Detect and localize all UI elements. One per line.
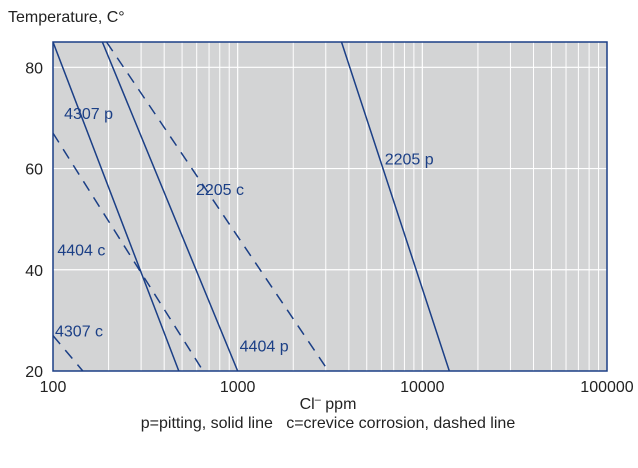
x-axis-title-main: Cl (300, 396, 315, 413)
y-tick-label: 60 (25, 162, 43, 179)
x-axis-title: Cl– ppm (300, 394, 357, 413)
y-tick-label: 40 (25, 263, 43, 280)
series-group (53, 42, 451, 371)
plot-background (53, 42, 607, 371)
y-tick-label: 80 (25, 60, 43, 77)
x-axis-title-superscript: – (315, 394, 322, 406)
x-tick-label: 100 (40, 379, 67, 396)
annotation-4404-c: 4404 c (57, 243, 105, 260)
plot-area (53, 42, 607, 371)
series-line-4307-c (53, 335, 84, 371)
grid (53, 42, 607, 371)
x-tick-label: 100000 (580, 379, 633, 396)
series-line-4404-c (53, 132, 204, 371)
y-axis-ticks: 20 40 60 80 (25, 60, 43, 381)
annotation-4307-p: 4307 p (64, 106, 113, 123)
chart-caption: p=pitting, solid line c=crevice corrosio… (141, 415, 516, 432)
y-axis-title: Temperature, C° (8, 9, 125, 26)
annotation-2205-c: 2205 c (196, 182, 244, 199)
series-line-4307-p (53, 42, 180, 371)
x-tick-label: 1000 (220, 379, 256, 396)
series-line-2205-c (105, 42, 330, 371)
y-tick-label: 20 (25, 364, 43, 381)
series-line-2205-p (340, 42, 451, 371)
annotation-4404-p: 4404 p (240, 339, 289, 356)
annotation-2205-p: 2205 p (385, 151, 434, 168)
annotations: 4307 p 2205 c 2205 p 4404 c 4307 c 4404 p (55, 106, 434, 356)
plot-frame (52, 41, 608, 372)
x-axis-ticks: 100 1000 10000 100000 (40, 379, 634, 396)
x-axis-title-unit: ppm (321, 396, 357, 413)
series-line-4404-p (101, 42, 239, 371)
annotation-4307-c: 4307 c (55, 324, 103, 341)
x-tick-label: 10000 (400, 379, 445, 396)
